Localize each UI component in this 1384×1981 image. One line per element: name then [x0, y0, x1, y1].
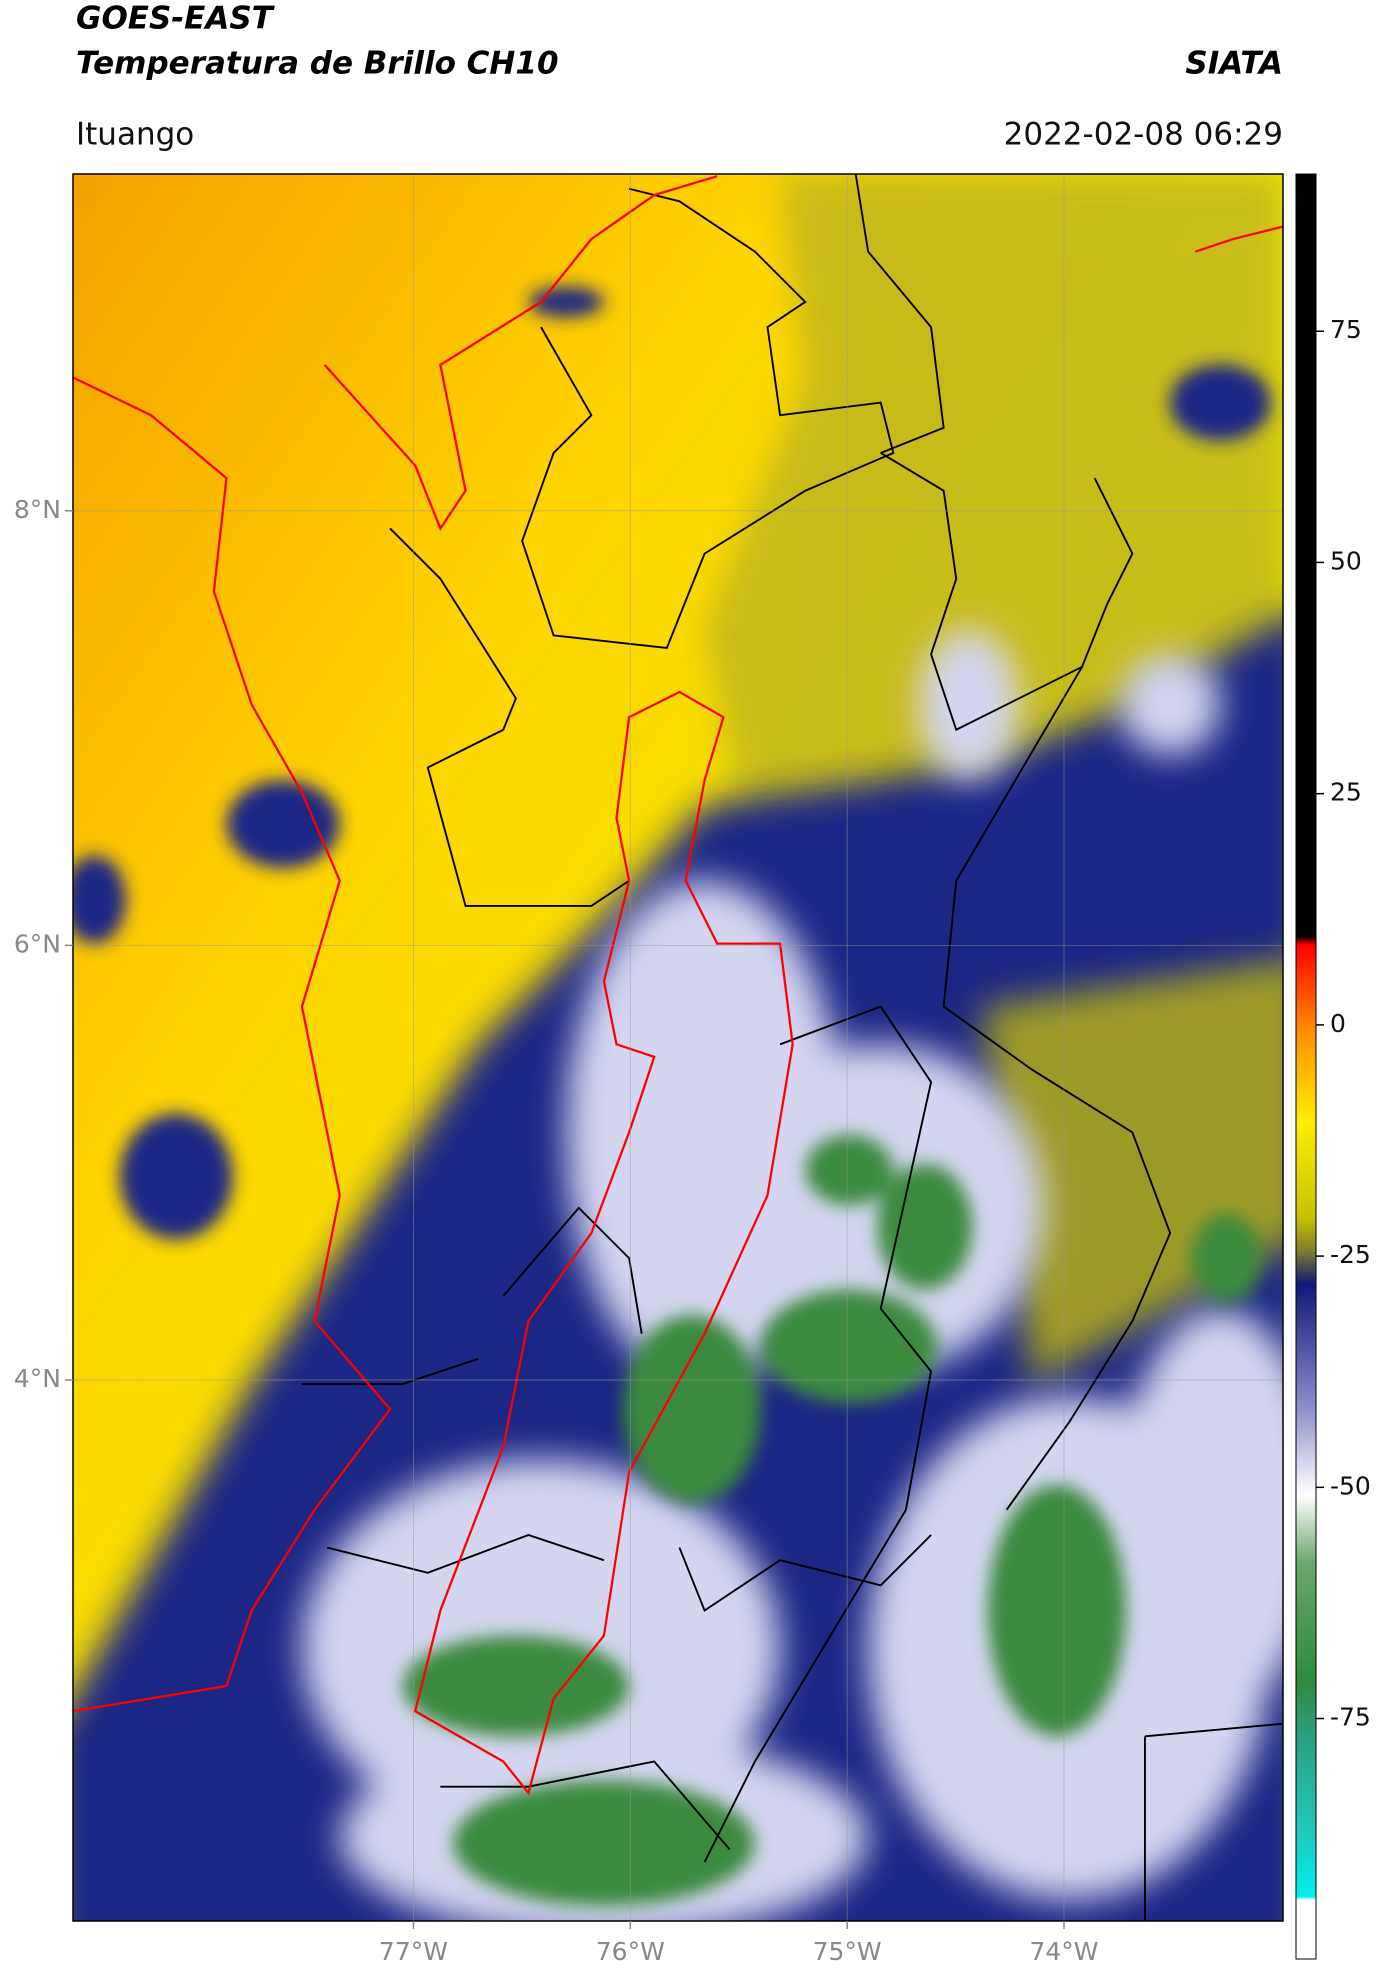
x-tick-label: 76°W	[596, 1937, 665, 1966]
colorbar-tick-label: -25	[1330, 1240, 1371, 1269]
y-tick-label: 8°N	[14, 495, 61, 524]
colorbar-tick-label: 75	[1330, 315, 1362, 344]
datetime: 2022-02-08 06:29	[1004, 117, 1283, 153]
map-frame	[72, 173, 1284, 1922]
y-tick-label: 4°N	[14, 1364, 61, 1393]
graticule	[73, 174, 1283, 1921]
title: GOES-EAST	[76, 1, 276, 37]
colorbar-tick-label: 25	[1330, 778, 1362, 807]
y-tick-label: 6°N	[14, 929, 61, 958]
location: Ituango	[76, 117, 194, 153]
source: SIATA	[1185, 46, 1283, 82]
colorbar-tick-label: -50	[1330, 1471, 1371, 1500]
imagery	[72, 173, 1284, 1922]
colorbar-tick-label: 0	[1330, 1009, 1346, 1038]
x-tick-label: 75°W	[813, 1937, 882, 1966]
x-tick-label: 77°W	[379, 1937, 448, 1966]
subtitle: Temperatura de Brillo CH10	[76, 46, 559, 82]
colorbar-tick-label: -75	[1330, 1703, 1371, 1732]
colorbar-tick-label: 50	[1330, 546, 1362, 575]
x-tick-label: 74°W	[1029, 1937, 1098, 1966]
colorbar	[1295, 173, 1317, 1960]
